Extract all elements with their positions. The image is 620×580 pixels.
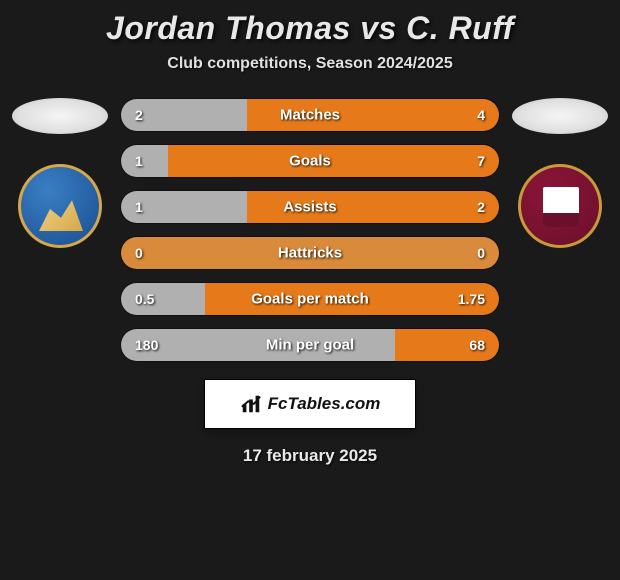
stat-value-left: 1 xyxy=(135,153,143,169)
stat-value-right: 0 xyxy=(477,245,485,261)
stat-value-right: 2 xyxy=(477,199,485,215)
main-content: 2 4 Matches 1 7 Goals 1 2 Assists 0 0 Hattricks 0.5 1… xyxy=(0,98,620,362)
right-player-photo xyxy=(512,98,608,134)
left-club-badge-icon xyxy=(18,164,102,248)
stat-row: 2 4 Matches xyxy=(120,98,500,132)
stat-value-right: 7 xyxy=(477,153,485,169)
subtitle: Club competitions, Season 2024/2025 xyxy=(0,55,620,73)
stat-bar-left-segment xyxy=(121,283,205,315)
stat-bar-left-segment xyxy=(121,145,168,177)
stat-label: Goals per match xyxy=(251,291,369,308)
right-club-badge-icon xyxy=(518,164,602,248)
stat-row: 180 68 Min per goal xyxy=(120,328,500,362)
stat-value-left: 180 xyxy=(135,337,158,353)
comparison-card: Jordan Thomas vs C. Ruff Club competitio… xyxy=(0,0,620,476)
right-player-column xyxy=(510,98,610,248)
stat-row: 0 0 Hattricks xyxy=(120,236,500,270)
page-title: Jordan Thomas vs C. Ruff xyxy=(0,10,620,47)
stat-label: Goals xyxy=(289,153,331,170)
stat-value-left: 0.5 xyxy=(135,291,154,307)
stat-bar-right-segment xyxy=(168,145,499,177)
stat-value-right: 1.75 xyxy=(458,291,485,307)
attribution-text: FcTables.com xyxy=(268,394,381,414)
stat-value-right: 68 xyxy=(469,337,485,353)
chart-icon xyxy=(240,393,262,415)
stat-value-left: 2 xyxy=(135,107,143,123)
stat-label: Hattricks xyxy=(278,245,342,262)
stat-value-left: 0 xyxy=(135,245,143,261)
stat-value-left: 1 xyxy=(135,199,143,215)
stat-row: 0.5 1.75 Goals per match xyxy=(120,282,500,316)
left-player-column xyxy=(10,98,110,248)
stat-bar-left-segment xyxy=(121,329,395,361)
date: 17 february 2025 xyxy=(0,446,620,466)
stat-label: Assists xyxy=(283,199,336,216)
stat-value-right: 4 xyxy=(477,107,485,123)
left-player-photo xyxy=(12,98,108,134)
stat-row: 1 2 Assists xyxy=(120,190,500,224)
stat-label: Min per goal xyxy=(266,337,354,354)
stat-row: 1 7 Goals xyxy=(120,144,500,178)
stat-bars: 2 4 Matches 1 7 Goals 1 2 Assists 0 0 Hattricks 0.5 1… xyxy=(120,98,500,362)
attribution-badge: FcTables.com xyxy=(205,380,415,428)
stat-label: Matches xyxy=(280,107,340,124)
